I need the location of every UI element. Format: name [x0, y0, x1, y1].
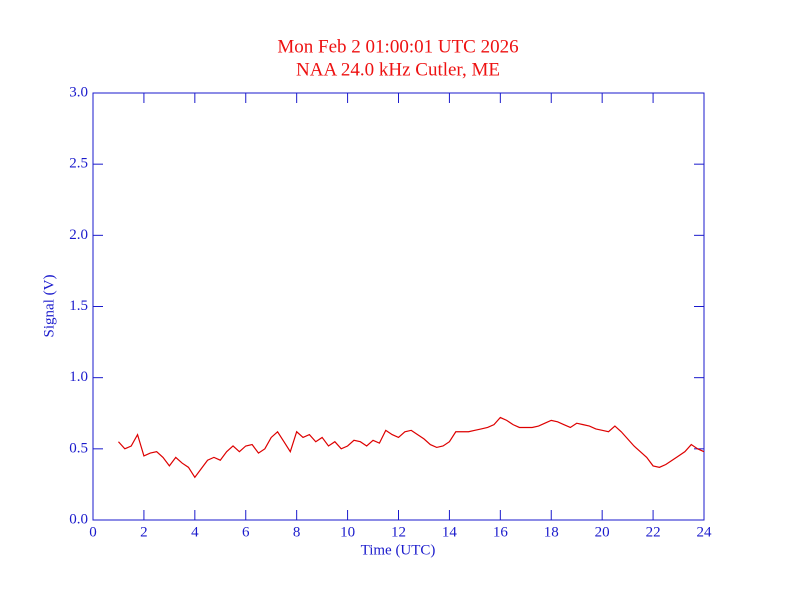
chart-title: Mon Feb 2 01:00:01 UTC 2026: [277, 36, 518, 57]
x-tick-label: 24: [697, 524, 713, 540]
x-tick-label: 6: [242, 524, 250, 540]
y-tick-label: 0.5: [69, 440, 88, 456]
x-tick-label: 8: [293, 524, 301, 540]
x-tick-label: 10: [340, 524, 355, 540]
y-tick-label: 1.0: [69, 369, 88, 385]
y-tick-label: 2.0: [69, 227, 88, 243]
x-tick-label: 2: [140, 524, 148, 540]
x-axis-label: Time (UTC): [361, 542, 436, 558]
y-tick-label: 0.0: [69, 511, 88, 527]
x-tick-label: 18: [544, 524, 559, 540]
x-tick-label: 16: [493, 524, 509, 540]
y-tick-label: 1.5: [69, 298, 88, 314]
plot-frame: [92, 92, 705, 521]
chart-subtitle: NAA 24.0 kHz Cutler, ME: [296, 59, 500, 80]
signal-line: [118, 416, 705, 479]
x-tick-label: 4: [191, 524, 199, 540]
x-tick-label: 14: [442, 524, 458, 540]
x-tick-label: 0: [89, 524, 97, 540]
x-tick-label: 20: [595, 524, 610, 540]
y-tick-label: 3.0: [69, 84, 88, 100]
x-tick-label: 12: [391, 524, 406, 540]
y-tick-label: 2.5: [69, 156, 88, 172]
x-tick-label: 22: [646, 524, 661, 540]
y-axis-label: Signal (V): [41, 275, 57, 338]
